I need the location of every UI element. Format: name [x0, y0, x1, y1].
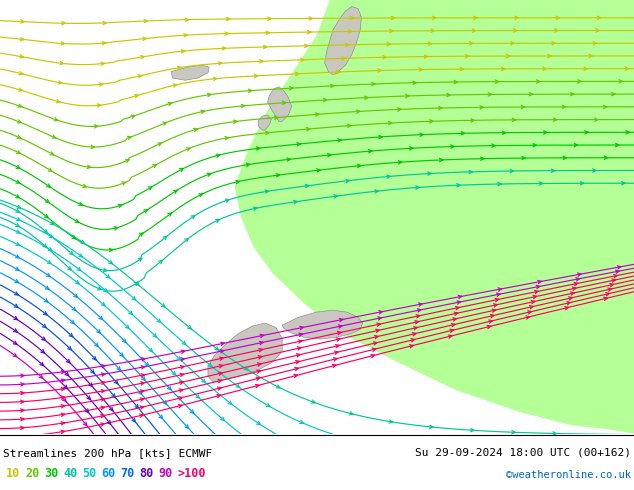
Text: Su 29-09-2024 18:00 UTC (00+162): Su 29-09-2024 18:00 UTC (00+162) [415, 448, 631, 458]
Polygon shape [268, 87, 292, 122]
Text: 10: 10 [6, 467, 20, 480]
Polygon shape [208, 323, 282, 382]
Text: Streamlines 200 hPa [kts] ECMWF: Streamlines 200 hPa [kts] ECMWF [3, 448, 212, 458]
Polygon shape [282, 310, 363, 339]
Polygon shape [171, 65, 209, 80]
Text: 80: 80 [139, 467, 153, 480]
Text: 20: 20 [25, 467, 39, 480]
Polygon shape [325, 6, 361, 74]
Polygon shape [258, 115, 271, 130]
Polygon shape [235, 0, 634, 434]
Text: >100: >100 [177, 467, 205, 480]
Text: 70: 70 [120, 467, 134, 480]
Text: ©weatheronline.co.uk: ©weatheronline.co.uk [506, 470, 631, 480]
Text: 50: 50 [82, 467, 96, 480]
Text: 90: 90 [158, 467, 172, 480]
Text: 60: 60 [101, 467, 115, 480]
Text: 30: 30 [44, 467, 58, 480]
Text: 40: 40 [63, 467, 77, 480]
